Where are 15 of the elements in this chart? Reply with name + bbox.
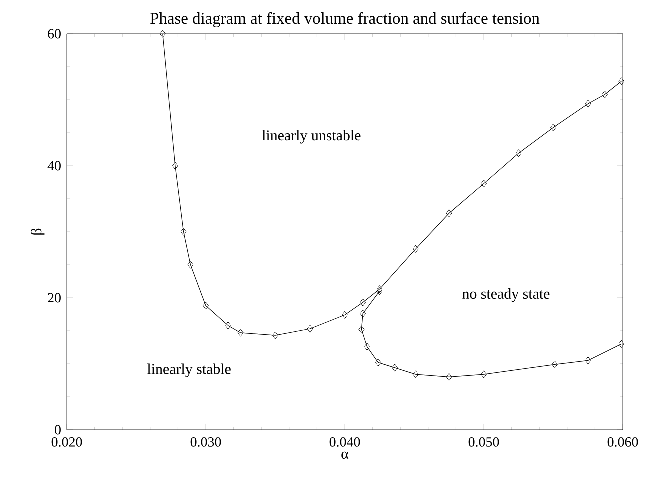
annotation: linearly stable bbox=[148, 364, 231, 378]
x-tick-label: 0.040 bbox=[330, 438, 360, 447]
x-axis-title: α bbox=[342, 452, 349, 460]
y-tick-label: 40 bbox=[48, 161, 61, 171]
y-tick-label: 60 bbox=[48, 29, 61, 39]
x-tick-label: 0.020 bbox=[52, 438, 82, 447]
y-axis-title: β bbox=[31, 228, 45, 235]
x-tick-label: 0.060 bbox=[608, 438, 638, 447]
y-tick-label: 0 bbox=[55, 425, 61, 435]
y-tick-label: 20 bbox=[48, 293, 61, 303]
x-tick-label: 0.030 bbox=[190, 438, 222, 447]
chart-title: Phase diagram at fixed volume fraction and surface tension bbox=[150, 12, 540, 28]
annotation: linearly unstable bbox=[262, 130, 361, 144]
annotation: no steady state bbox=[462, 288, 550, 302]
x-tick-label: 0.050 bbox=[468, 438, 500, 447]
